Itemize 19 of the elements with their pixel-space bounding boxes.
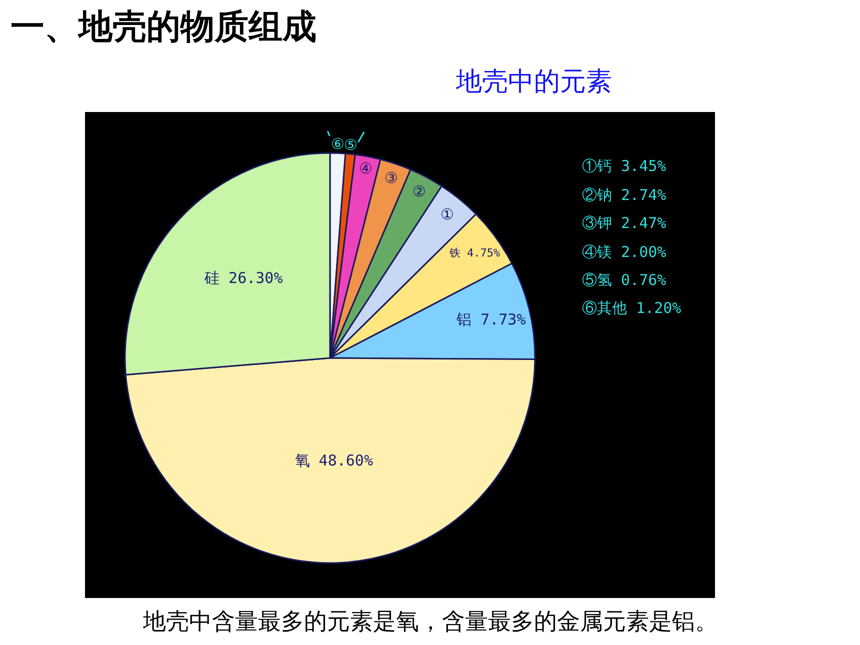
text: ①钙 3.45% bbox=[582, 157, 666, 175]
slice-label: ① bbox=[440, 206, 454, 224]
slice-label: ③ bbox=[384, 168, 398, 187]
chart-subtitle: 地壳中的元素 bbox=[455, 67, 612, 97]
slice-label: 氧 48.60% bbox=[294, 451, 373, 470]
chart-title: 一、地壳的物质组成 bbox=[10, 6, 316, 47]
text: ⑥其他 1.20% bbox=[582, 299, 682, 317]
slice-label: 硅 26.30% bbox=[204, 268, 283, 287]
text: ③钾 2.47% bbox=[582, 214, 666, 232]
slice-label: 铁 4.75% bbox=[448, 246, 500, 260]
slice-label: ④ bbox=[359, 159, 372, 178]
text: ④镁 2.00% bbox=[582, 243, 666, 261]
text: ⑤氢 0.76% bbox=[582, 271, 666, 289]
slice-label: ② bbox=[412, 182, 426, 200]
slice-label: 铝 7.73% bbox=[456, 310, 526, 328]
slice-label: ⑤ bbox=[344, 136, 358, 154]
slice-label: ⑥ bbox=[331, 135, 344, 153]
text: ②钠 2.74% bbox=[582, 186, 666, 204]
text: 地壳中含量最多的元素是氧，含量最多的金属元素是铝。 bbox=[142, 609, 718, 635]
